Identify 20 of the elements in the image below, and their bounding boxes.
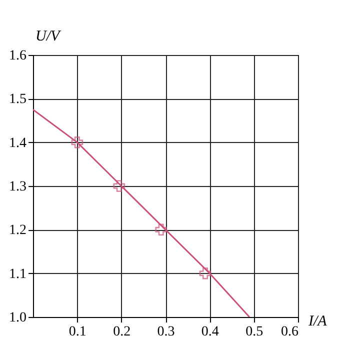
point <box>71 136 84 148</box>
point <box>155 224 167 236</box>
x-tick-label: 0.5 <box>246 324 264 340</box>
point <box>199 267 212 280</box>
y-tick-label: 1.0 <box>9 310 26 326</box>
line-series <box>33 108 250 317</box>
point <box>113 180 126 192</box>
y-tick-label: 1.5 <box>9 92 26 108</box>
y-tick-label: 1.3 <box>9 180 26 194</box>
x-tick-label: 0.2 <box>113 324 131 340</box>
y-tick-label: 1.1 <box>9 266 26 282</box>
x-tick-label: 0.3 <box>157 324 175 340</box>
x-tick-label: 0.1 <box>68 324 86 340</box>
y-tick-label: 1.4 <box>9 136 26 151</box>
x-axis-title: I/A <box>308 314 328 330</box>
x-tick-label: 0.6 <box>281 324 298 340</box>
x-tick-label: 0.4 <box>201 324 219 340</box>
y-tick-label: 1.6 <box>9 48 26 64</box>
y-tick-label: 1.2 <box>9 223 26 238</box>
y-axis-title: U/V <box>36 28 62 44</box>
